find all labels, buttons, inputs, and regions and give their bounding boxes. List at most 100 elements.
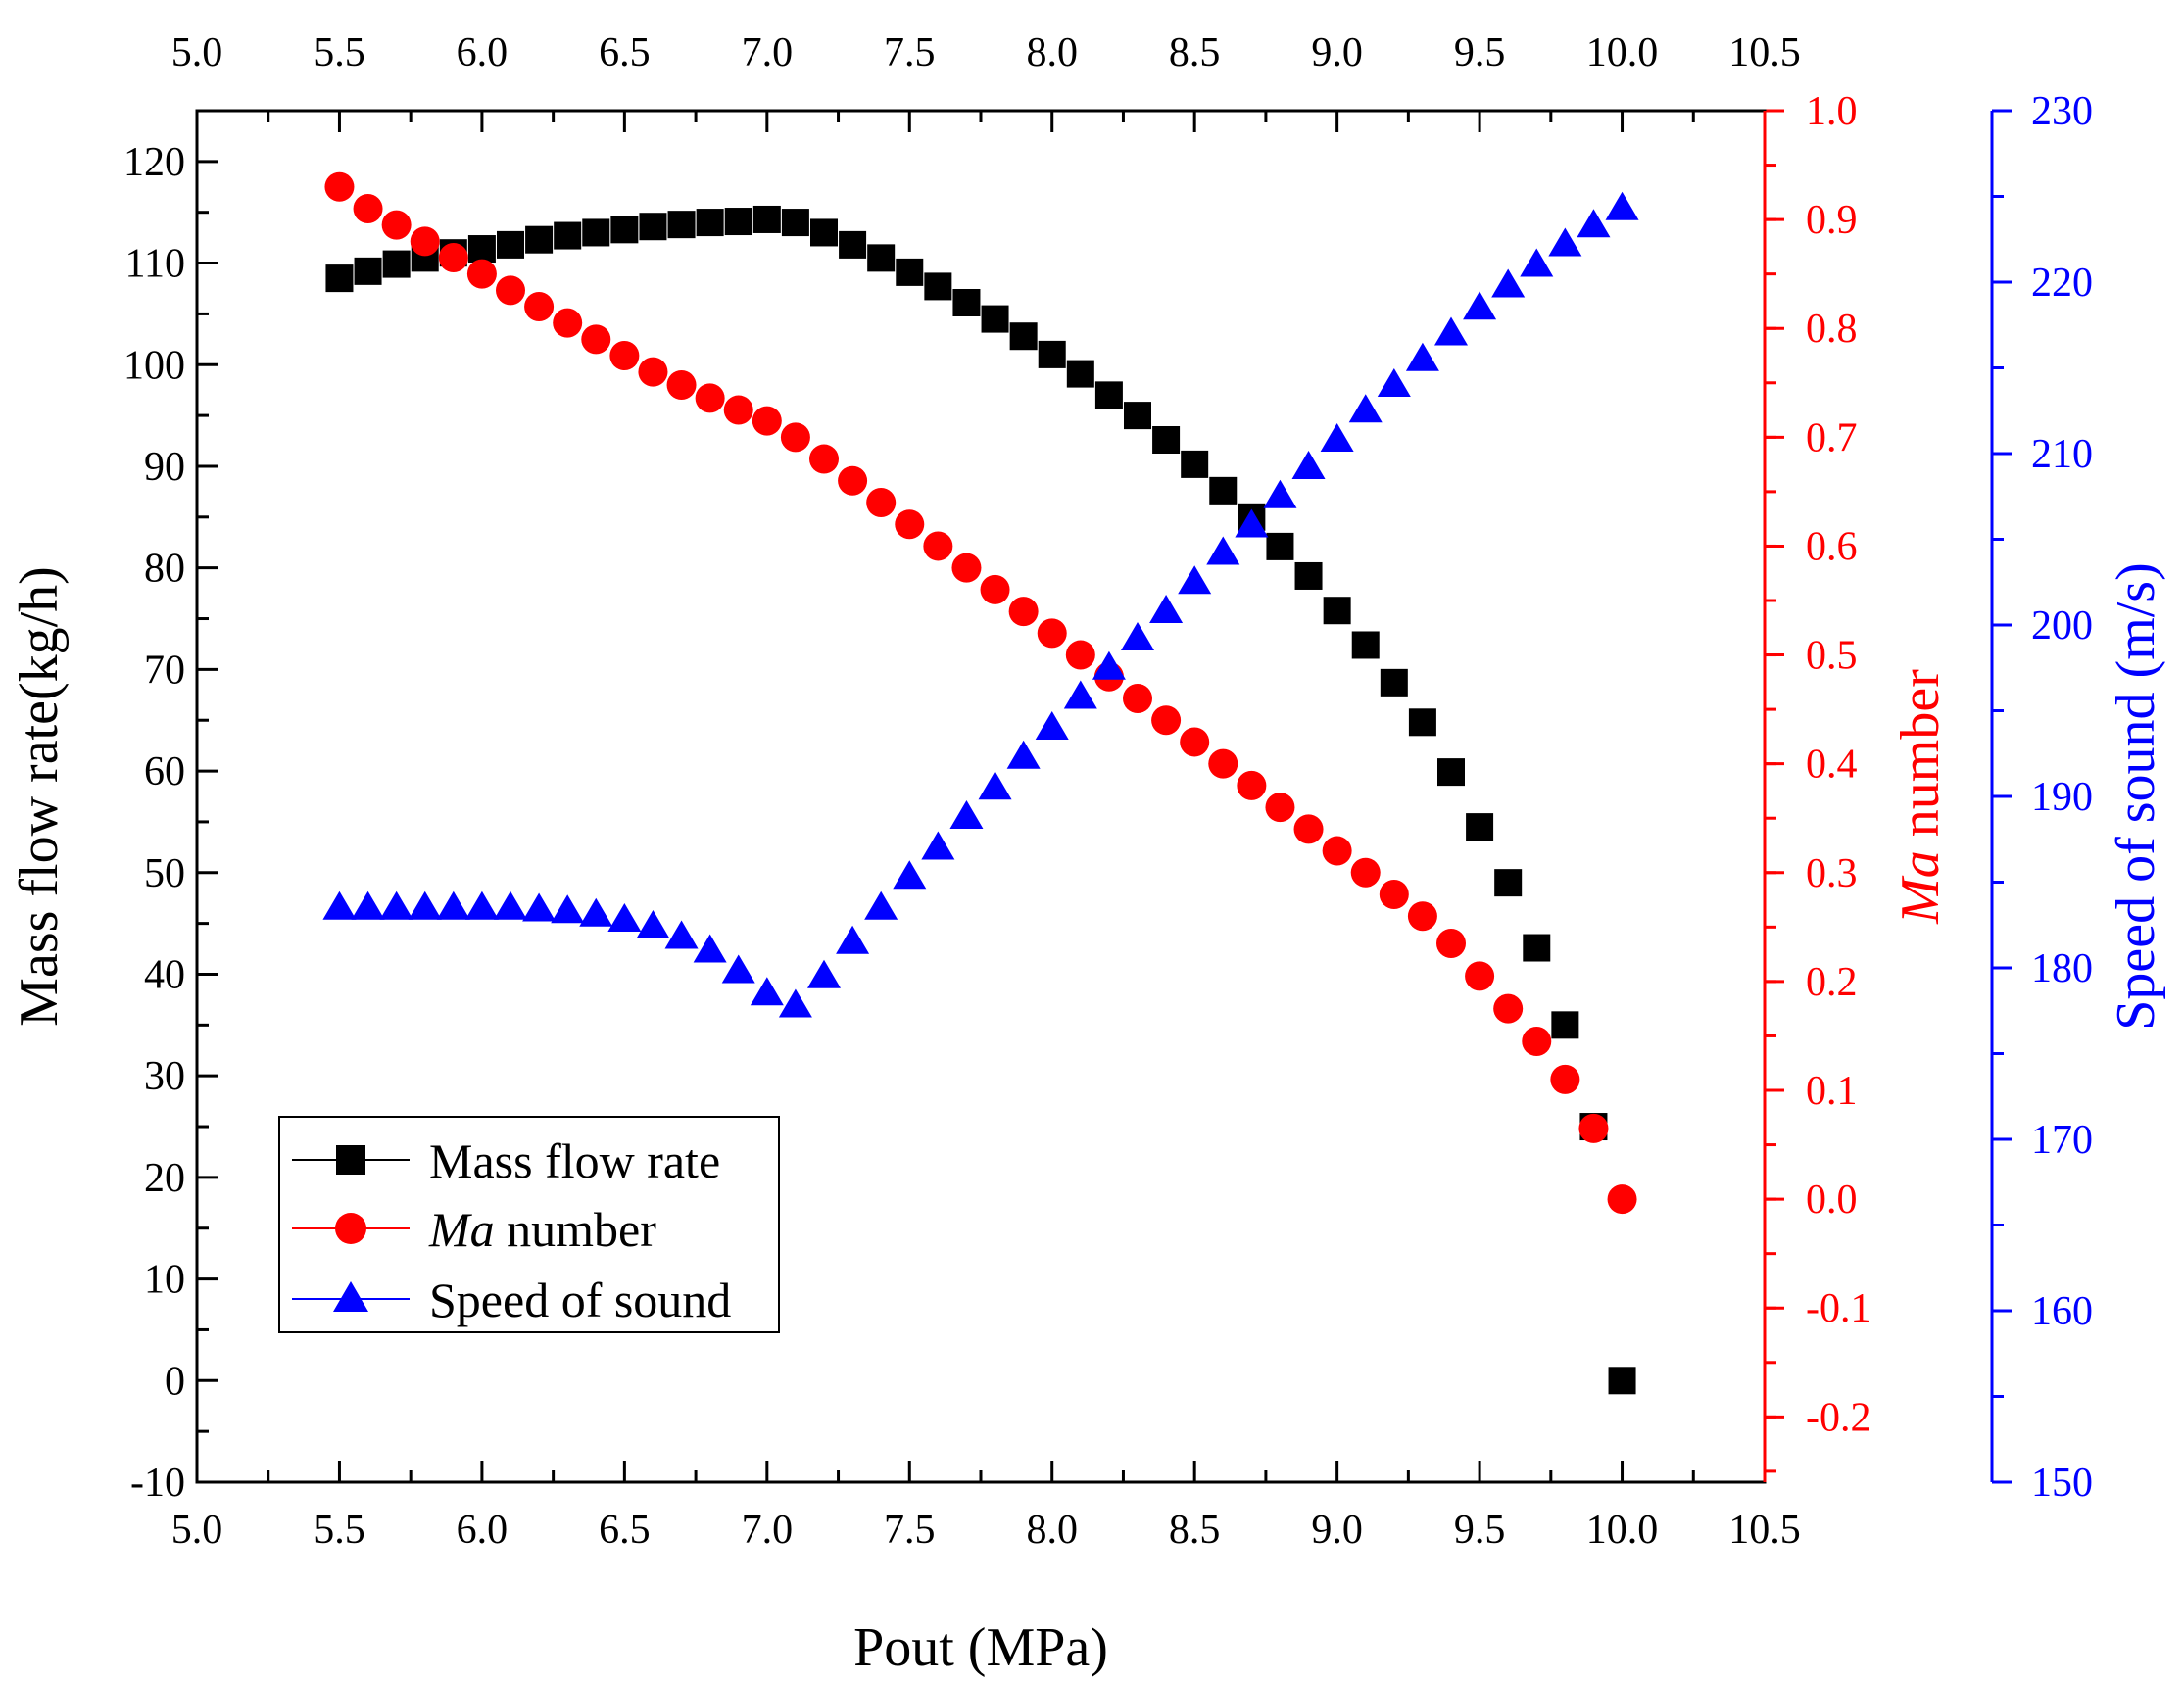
mass-flow-point: [582, 218, 610, 247]
mass-flow-point: [325, 264, 354, 293]
mass-flow-point: [639, 213, 667, 241]
ma-number-point: [496, 275, 525, 306]
speed-of-sound-point: [322, 890, 357, 920]
speed-of-sound-point: [1121, 622, 1154, 650]
right-blue-tick-label: 230: [2031, 89, 2093, 134]
ma-number-point: [1578, 1113, 1609, 1143]
left-tick-label: 10: [144, 1258, 185, 1303]
mass-flow-point: [497, 230, 524, 259]
ma-number-point: [1037, 618, 1067, 649]
left-tick-label: 0: [165, 1359, 185, 1404]
left-tick-label: 90: [144, 445, 185, 490]
ma-number-point: [1607, 1184, 1637, 1215]
ma-number-point: [381, 210, 412, 240]
right-red-tick-label: 0.6: [1806, 524, 1858, 569]
speed-of-sound-point: [1206, 536, 1240, 565]
speed-of-sound-point: [978, 771, 1012, 800]
right-blue-tick-label: 160: [2031, 1289, 2093, 1334]
mass-flow-point: [610, 216, 639, 244]
mass-flow-point: [724, 208, 752, 236]
speed-of-sound-point: [408, 890, 442, 920]
right-red-tick-label: 0.2: [1806, 960, 1858, 1005]
x-tick-label: 8.5: [1169, 1508, 1221, 1553]
right-red-tick-label: 0.3: [1806, 851, 1858, 896]
ma-number-point: [1350, 857, 1381, 888]
mass-flow-point: [1351, 631, 1380, 659]
speed-of-sound-point: [778, 988, 812, 1018]
ma-number-point: [1008, 597, 1039, 627]
x-top-tick-label: 9.5: [1454, 30, 1506, 75]
ma-number-point: [895, 509, 925, 540]
right-axis-red-title: Ma number: [1890, 669, 1951, 925]
legend-label-ma: Ma number: [428, 1202, 656, 1257]
ma-number-point: [524, 292, 555, 321]
x-tick-label: 5.0: [171, 1508, 223, 1553]
legend-marker-ma: [335, 1213, 366, 1244]
ma-number-point: [466, 259, 497, 289]
right-red-tick-label: -0.2: [1806, 1395, 1871, 1440]
mass-flow-point: [1009, 322, 1038, 351]
right-red-tick-label: 0.9: [1806, 198, 1858, 243]
x-top-tick-label: 10.5: [1728, 30, 1801, 75]
ma-number-point: [1493, 993, 1524, 1024]
ma-number-point: [866, 488, 897, 517]
speed-of-sound-point: [351, 890, 385, 920]
mass-flow-point: [1181, 450, 1209, 478]
mass-flow-point: [1094, 381, 1123, 409]
x-top-tick-label: 10.0: [1586, 30, 1659, 75]
left-tick-label: -10: [130, 1461, 185, 1506]
right-blue-tick-label: 170: [2031, 1118, 2093, 1163]
speed-of-sound-point: [1605, 191, 1639, 220]
mass-flow-point: [1294, 561, 1323, 590]
mass-flow-point: [1608, 1367, 1636, 1395]
mass-flow-point: [1209, 476, 1238, 505]
ma-number-point: [723, 395, 753, 425]
x-tick-label: 6.0: [457, 1508, 509, 1553]
mass-flow-point: [1494, 869, 1523, 897]
right-blue-tick-label: 220: [2031, 261, 2093, 306]
right-red-tick-label: 0.0: [1806, 1178, 1858, 1223]
speed-of-sound-point: [579, 897, 613, 927]
ma-number-point: [438, 243, 468, 272]
legend-marker-sound: [333, 1281, 368, 1312]
x-top-tick-label: 6.0: [457, 30, 509, 75]
mass-flow-point: [1551, 1011, 1579, 1039]
speed-of-sound-point: [1092, 650, 1126, 680]
mass-flow-point: [1066, 360, 1094, 388]
ma-number-point: [1436, 929, 1466, 958]
mass-flow-point: [752, 205, 781, 233]
ma-number-point: [1522, 1027, 1552, 1056]
right-red-tick-label: 0.1: [1806, 1069, 1858, 1114]
speed-of-sound-point: [1377, 368, 1411, 397]
speed-of-sound-point: [464, 890, 499, 920]
x-top-tick-label: 7.5: [884, 30, 936, 75]
ma-number-point: [838, 465, 868, 496]
speed-of-sound-point: [1463, 291, 1497, 320]
speed-of-sound-point: [836, 925, 870, 954]
speed-of-sound-point: [693, 934, 727, 963]
ma-number-point: [1208, 748, 1238, 779]
series-layer: [322, 171, 1639, 1395]
left-tick-label: 70: [144, 648, 185, 693]
x-top-tick-label: 9.0: [1311, 30, 1363, 75]
ma-number-point: [923, 531, 953, 561]
mass-flow-point: [1380, 668, 1408, 697]
ma-number-point: [1322, 836, 1352, 866]
speed-of-sound-point: [1520, 248, 1554, 277]
speed-of-sound-point: [636, 910, 670, 938]
mass-flow-point: [781, 209, 809, 237]
speed-of-sound-point: [1405, 342, 1439, 371]
mass-flow-point: [1152, 426, 1181, 454]
speed-of-sound-point: [750, 977, 784, 1006]
right-blue-tick-label: 150: [2031, 1461, 2093, 1506]
ma-number-point: [1237, 770, 1267, 800]
mass-flow-point: [952, 289, 981, 316]
right-blue-tick-label: 190: [2031, 775, 2093, 820]
right-blue-tick-label: 180: [2031, 946, 2093, 991]
right-axis-blue-title: Speed of sound (m/s): [2106, 562, 2166, 1031]
speed-of-sound-point: [1235, 508, 1269, 538]
mass-flow-point: [354, 257, 382, 285]
x-top-tick-label: 7.0: [742, 30, 794, 75]
ma-number-point: [752, 406, 782, 436]
